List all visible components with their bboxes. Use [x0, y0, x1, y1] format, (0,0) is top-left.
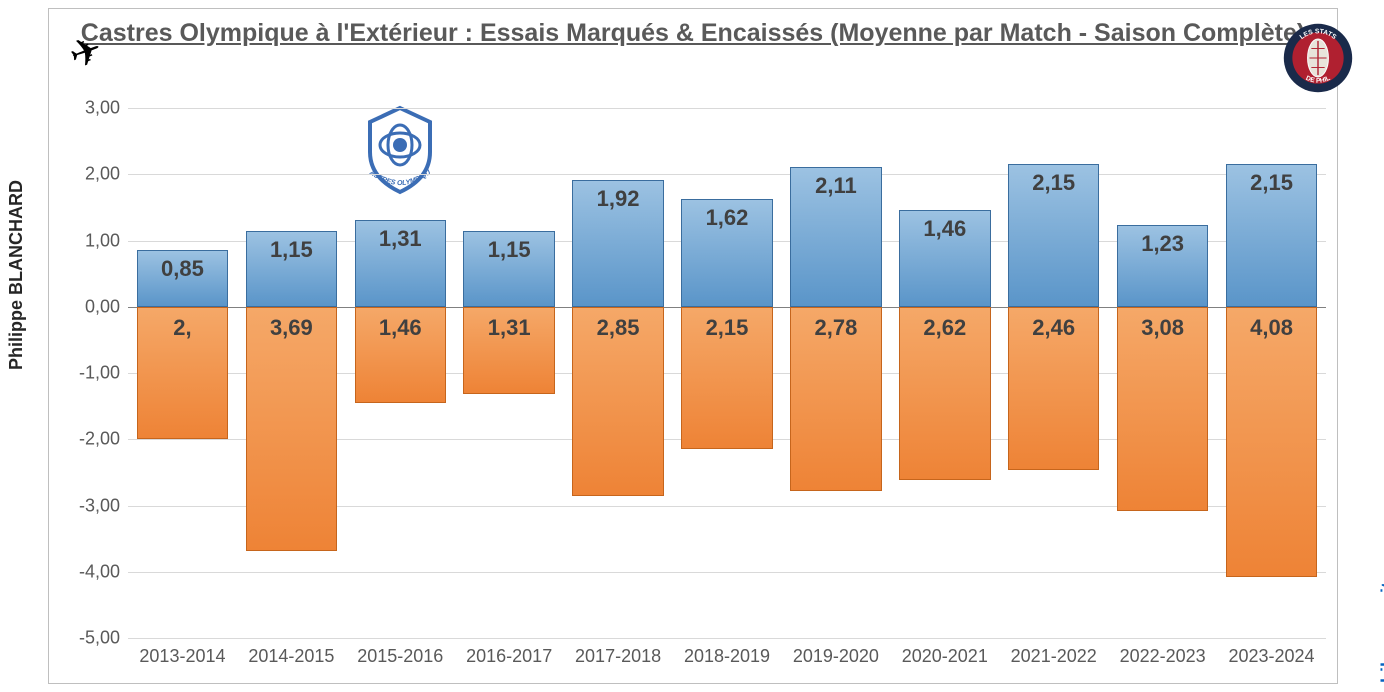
- y-tick-label: -1,00: [50, 363, 120, 384]
- bar-label-conceded: 2,: [128, 315, 237, 341]
- bar-group: 1,15 1,31: [455, 108, 564, 638]
- bar-group: 1,62 2,15: [673, 108, 782, 638]
- bar-label-scored: 1,15: [237, 237, 346, 263]
- bar-group: 2,15 2,46: [999, 108, 1108, 638]
- author-label: Philippe BLANCHARD: [6, 180, 27, 370]
- bar-label-scored: 2,15: [999, 170, 1108, 196]
- x-tick-label: 2014-2015: [237, 646, 346, 676]
- bar-group: 1,92 2,85: [564, 108, 673, 638]
- bar-group: 1,23 3,08: [1108, 108, 1217, 638]
- bar-label-conceded: 3,08: [1108, 315, 1217, 341]
- x-tick-label: 2018-2019: [673, 646, 782, 676]
- bar-label-conceded: 1,31: [455, 315, 564, 341]
- y-tick-label: -4,00: [50, 561, 120, 582]
- bar-label-scored: 1,46: [890, 216, 999, 242]
- x-tick-label: 2017-2018: [564, 646, 673, 676]
- bar-label-scored: 0,85: [128, 256, 237, 282]
- bar-group: 2,11 2,78: [781, 108, 890, 638]
- source-link[interactable]: http://stats-de-phil.e-monsite.com: [1378, 530, 1384, 692]
- x-axis-labels: 2013-20142014-20152015-20162016-20172017…: [128, 646, 1326, 676]
- x-tick-label: 2023-2024: [1217, 646, 1326, 676]
- bar-label-conceded: 2,85: [564, 315, 673, 341]
- bar-label-scored: 2,11: [781, 173, 890, 199]
- y-tick-label: 1,00: [50, 230, 120, 251]
- bar-conceded: [246, 307, 337, 551]
- x-tick-label: 2015-2016: [346, 646, 455, 676]
- bar-label-scored: 2,15: [1217, 170, 1326, 196]
- x-tick-label: 2013-2014: [128, 646, 237, 676]
- bar-group: 1,31 1,46: [346, 108, 455, 638]
- bar-label-conceded: 2,46: [999, 315, 1108, 341]
- x-tick-label: 2016-2017: [455, 646, 564, 676]
- bar-label-conceded: 1,46: [346, 315, 455, 341]
- y-tick-label: -5,00: [50, 628, 120, 649]
- bar-label-scored: 1,92: [564, 186, 673, 212]
- y-tick-label: -2,00: [50, 429, 120, 450]
- bar-group: 2,15 4,08: [1217, 108, 1326, 638]
- y-tick-label: -3,00: [50, 495, 120, 516]
- bar-group: 1,46 2,62: [890, 108, 999, 638]
- x-tick-label: 2021-2022: [999, 646, 1108, 676]
- bar-label-scored: 1,31: [346, 226, 455, 252]
- bar-conceded: [1226, 307, 1317, 577]
- gridline: [128, 638, 1326, 639]
- x-tick-label: 2022-2023: [1108, 646, 1217, 676]
- y-tick-label: 3,00: [50, 98, 120, 119]
- x-tick-label: 2020-2021: [890, 646, 999, 676]
- bar-label-conceded: 2,78: [781, 315, 890, 341]
- bar-label-scored: 1,62: [673, 205, 782, 231]
- bar-group: 0,85 2,: [128, 108, 237, 638]
- bar-label-conceded: 3,69: [237, 315, 346, 341]
- x-tick-label: 2019-2020: [781, 646, 890, 676]
- bar-label-conceded: 2,62: [890, 315, 999, 341]
- stats-logo-icon: LES STATS DE PHIL: [1280, 20, 1356, 96]
- bar-label-scored: 1,15: [455, 237, 564, 263]
- bar-label-conceded: 2,15: [673, 315, 782, 341]
- y-tick-label: 0,00: [50, 296, 120, 317]
- plot-area: 0,852,1,153,691,311,461,151,311,922,851,…: [128, 108, 1326, 638]
- bar-label-scored: 1,23: [1108, 231, 1217, 257]
- bar-group: 1,15 3,69: [237, 108, 346, 638]
- bar-label-conceded: 4,08: [1217, 315, 1326, 341]
- y-tick-label: 2,00: [50, 164, 120, 185]
- chart-title: Castres Olympique à l'Extérieur : Essais…: [48, 18, 1338, 49]
